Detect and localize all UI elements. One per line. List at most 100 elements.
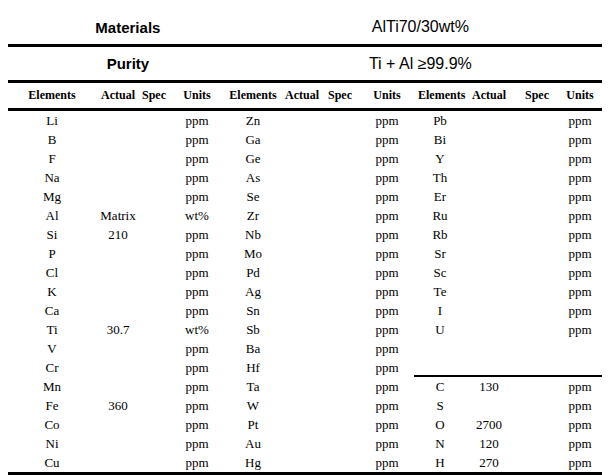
cell-actual: 120 <box>462 436 516 452</box>
cell-element: Zr <box>226 208 280 224</box>
cell-units: ppm <box>168 227 226 243</box>
table-row: ClppmPdppmScppm <box>8 263 609 282</box>
cell-element: Ga <box>226 132 280 148</box>
header-actual: Actual <box>96 88 140 103</box>
cell-actual: 270 <box>462 455 516 471</box>
table-row: MnppmTappmC130ppm <box>8 377 609 396</box>
cell-units: ppm <box>356 322 418 338</box>
cell-element: O <box>418 417 462 433</box>
cell-units: ppm <box>356 170 418 186</box>
cell-units: ppm <box>356 417 418 433</box>
header-spec: Spec <box>516 88 558 103</box>
cell-element: Ni <box>8 436 96 452</box>
cell-element: P <box>8 246 96 262</box>
cell-units: ppm <box>558 265 602 281</box>
table-row: NappmAsppmThppm <box>8 168 609 187</box>
cell-element: W <box>226 398 280 414</box>
cell-units: ppm <box>558 379 602 395</box>
cell-units: ppm <box>356 132 418 148</box>
cell-units: ppm <box>168 303 226 319</box>
cell-element: N <box>418 436 462 452</box>
cell-element: Hg <box>226 455 280 471</box>
cell-units: ppm <box>168 284 226 300</box>
group3-separator-rule <box>414 375 602 377</box>
cell-element: Co <box>8 417 96 433</box>
cell-units: ppm <box>558 246 602 262</box>
cell-units: ppm <box>168 246 226 262</box>
cell-element: Cr <box>8 360 96 376</box>
cell-units: ppm <box>356 151 418 167</box>
cell-units: ppm <box>356 379 418 395</box>
cell-element: Th <box>418 170 462 186</box>
header-units: Units <box>558 88 602 103</box>
cell-units: ppm <box>558 227 602 243</box>
cell-element: Bi <box>418 132 462 148</box>
cell-units: ppm <box>356 189 418 205</box>
materials-value: AlTi70/30wt% <box>256 18 609 36</box>
header-actual: Actual <box>280 88 324 103</box>
cell-units: ppm <box>168 151 226 167</box>
cell-element: Cu <box>8 455 96 471</box>
header-actual: Actual <box>462 88 516 103</box>
table-row: MgppmSeppmErppm <box>8 187 609 206</box>
purity-value: Ti + Al ≥99.9% <box>256 55 609 73</box>
cell-actual: 210 <box>96 227 140 243</box>
column-header-row: Elements Actual Spec Units Elements Actu… <box>8 83 609 108</box>
cell-units: ppm <box>356 227 418 243</box>
header-elements: Elements <box>8 88 96 103</box>
cell-units: ppm <box>356 284 418 300</box>
cell-element: Au <box>226 436 280 452</box>
cell-units: ppm <box>356 208 418 224</box>
cell-element: As <box>226 170 280 186</box>
cell-element: Hf <box>226 360 280 376</box>
cell-units: ppm <box>168 379 226 395</box>
cell-actual: 2700 <box>462 417 516 433</box>
cell-element: Sb <box>226 322 280 338</box>
cell-units: ppm <box>356 455 418 471</box>
cell-units: ppm <box>168 398 226 414</box>
cell-units: ppm <box>168 132 226 148</box>
cell-element: Li <box>8 113 96 129</box>
cell-element: Ag <box>226 284 280 300</box>
cell-units: ppm <box>558 284 602 300</box>
header-units: Units <box>356 88 418 103</box>
cell-element: Er <box>418 189 462 205</box>
cell-element: Fe <box>8 398 96 414</box>
cell-element: Mn <box>8 379 96 395</box>
cell-element: Te <box>418 284 462 300</box>
cell-units: ppm <box>356 398 418 414</box>
cell-element: U <box>418 322 462 338</box>
header-units: Units <box>168 88 226 103</box>
cell-units: ppm <box>168 341 226 357</box>
cell-actual: Matrix <box>96 208 140 224</box>
cell-units: ppm <box>356 246 418 262</box>
materials-label: Materials <box>0 19 256 36</box>
cell-units: ppm <box>168 265 226 281</box>
cell-units: ppm <box>558 398 602 414</box>
materials-row: Materials AlTi70/30wt% <box>0 0 609 44</box>
cell-units: ppm <box>558 151 602 167</box>
cell-element: Ru <box>418 208 462 224</box>
purity-row: Purity Ti + Al ≥99.9% <box>0 47 609 80</box>
cell-units: ppm <box>356 436 418 452</box>
cell-units: ppm <box>356 113 418 129</box>
purity-spec-document: Materials AlTi70/30wt% Purity Ti + Al ≥9… <box>0 0 609 475</box>
cell-units: ppm <box>168 189 226 205</box>
cell-element: Sc <box>418 265 462 281</box>
header-spec: Spec <box>324 88 356 103</box>
cell-units: ppm <box>168 436 226 452</box>
cell-actual: 360 <box>96 398 140 414</box>
cell-element: V <box>8 341 96 357</box>
cell-element: Rb <box>418 227 462 243</box>
table-row: Fe360ppmWppmSppm <box>8 396 609 415</box>
table-body: LippmZnppmPbppmBppmGappmBippmFppmGeppmYp… <box>0 111 609 472</box>
cell-units: ppm <box>558 455 602 471</box>
cell-units: ppm <box>558 132 602 148</box>
cell-element: Nb <box>226 227 280 243</box>
cell-units: ppm <box>558 303 602 319</box>
table-row: KppmAgppmTeppm <box>8 282 609 301</box>
cell-units: ppm <box>356 360 418 376</box>
cell-element: Pt <box>226 417 280 433</box>
cell-element: Sr <box>418 246 462 262</box>
cell-element: Se <box>226 189 280 205</box>
